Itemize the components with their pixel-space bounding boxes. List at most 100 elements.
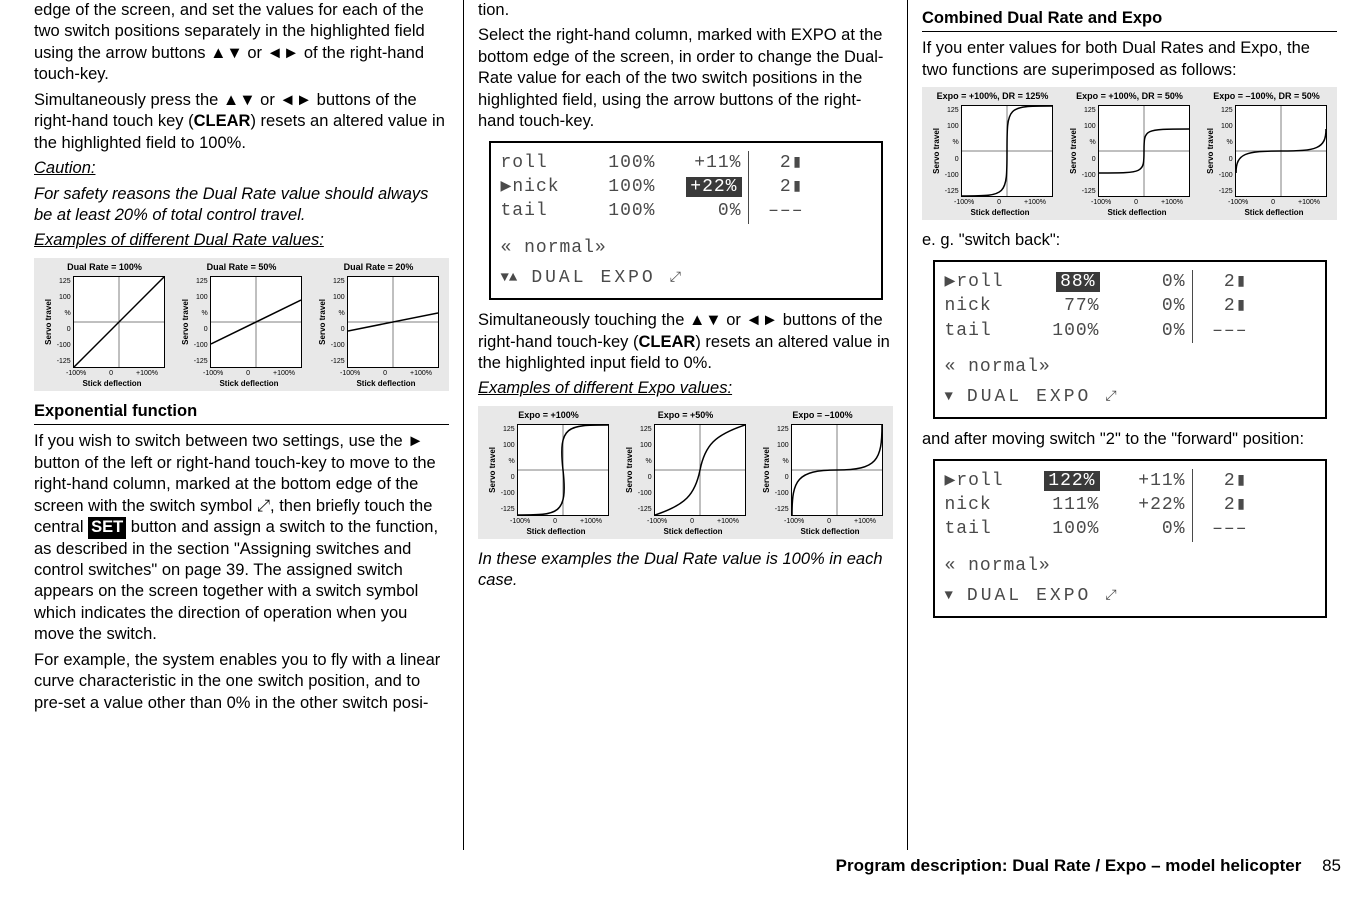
- lcd-value: 100%: [1020, 517, 1106, 541]
- x-axis-label: Stick deflection: [1061, 208, 1183, 218]
- lcd-expo: +22%: [1106, 493, 1193, 517]
- lcd-switch: –––: [1193, 517, 1248, 541]
- x-ticks: -100%0+100%: [754, 517, 876, 526]
- chart-title: Expo = +100%, DR = 125%: [924, 91, 1061, 103]
- lcd-row: nick77%0%2▮: [945, 294, 1315, 318]
- x-axis-label: Stick deflection: [617, 527, 739, 537]
- switch-icon: ⤢: [257, 497, 270, 515]
- expo-charts: Expo = +100%Servo travel125100%0-100-125…: [478, 406, 893, 539]
- x-axis-label: Stick deflection: [924, 208, 1046, 218]
- clear-label: CLEAR: [639, 333, 696, 351]
- lcd-footer: ▼DUALEXPO⤢: [945, 385, 1315, 409]
- y-ticks: 125100%0-100-125: [194, 277, 208, 367]
- lcd-row: nick111%+22%2▮: [945, 493, 1315, 517]
- eg-text: e. g. "switch back":: [922, 230, 1337, 251]
- lcd-row: tail100%0%–––: [501, 199, 871, 223]
- lcd-row: ▶nick100%+22%2▮: [501, 175, 871, 199]
- para: edge of the screen, and set the values f…: [34, 0, 449, 86]
- para: tion.: [478, 0, 893, 21]
- dual-label: DUAL: [967, 385, 1022, 409]
- y-ticks: 125100%0-100-125: [1219, 106, 1233, 196]
- chart-title: Expo = –100%: [754, 410, 891, 422]
- examples-heading: Examples of different Expo values:: [478, 378, 893, 399]
- chart-plot: [961, 105, 1053, 197]
- chart: Expo = +100%Servo travel125100%0-100-125…: [480, 410, 617, 537]
- y-axis-label: Servo travel: [932, 128, 942, 174]
- combined-heading: Combined Dual Rate and Expo: [922, 8, 1337, 32]
- switch-icon: ⤢: [1105, 388, 1116, 407]
- x-ticks: -100%0+100%: [617, 517, 739, 526]
- arrows-icon: ▼: [945, 587, 953, 606]
- lcd-name: ▶nick: [501, 175, 576, 199]
- y-axis-label: Servo travel: [625, 447, 635, 493]
- dual-rate-charts: Dual Rate = 100%Servo travel125100%0-100…: [34, 258, 449, 391]
- lcd-switch: –––: [1193, 319, 1248, 343]
- y-axis-label: Servo travel: [1069, 128, 1079, 174]
- x-ticks: -100%0+100%: [173, 369, 295, 378]
- y-ticks: 125100%0-100-125: [638, 425, 652, 515]
- chart-plot: [654, 424, 746, 516]
- x-axis-label: Stick deflection: [1198, 208, 1320, 218]
- switch-icon: ⤢: [1105, 587, 1116, 606]
- chart-plot: [1098, 105, 1190, 197]
- y-axis-label: Servo travel: [181, 299, 191, 345]
- chart-title: Dual Rate = 20%: [310, 262, 447, 274]
- arrows-icon: ▼: [945, 388, 953, 407]
- y-axis-label: Servo travel: [762, 447, 772, 493]
- x-axis-label: Stick deflection: [173, 379, 295, 389]
- lcd-screen: roll100%+11%2▮▶nick100%+22%2▮ tail100%0%…: [489, 141, 883, 300]
- examples-heading: Examples of different Dual Rate values:: [34, 230, 449, 251]
- y-ticks: 125100%0-100-125: [1082, 106, 1096, 196]
- lcd-name: nick: [945, 294, 1020, 318]
- x-axis-label: Stick deflection: [754, 527, 876, 537]
- lcd-expo: 0%: [1106, 270, 1193, 294]
- y-axis-label: Servo travel: [44, 299, 54, 345]
- lcd-value: 100%: [576, 151, 662, 175]
- page-number: 85: [1322, 856, 1341, 875]
- y-ticks: 125100%0-100-125: [331, 277, 345, 367]
- lcd-row: roll100%+11%2▮: [501, 151, 871, 175]
- y-axis-label: Servo travel: [1206, 128, 1216, 174]
- column-3: Combined Dual Rate and Expo If you enter…: [908, 0, 1351, 850]
- lcd-expo: 0%: [1106, 319, 1193, 343]
- x-ticks: -100%0+100%: [1061, 198, 1183, 207]
- lcd-value: 122%: [1020, 469, 1106, 493]
- chart-title: Expo = +100%, DR = 50%: [1061, 91, 1198, 103]
- para: For example, the system enables you to f…: [34, 650, 449, 714]
- chart: Dual Rate = 50%Servo travel125100%0-100-…: [173, 262, 310, 389]
- x-axis-label: Stick deflection: [36, 379, 158, 389]
- lcd-name: tail: [945, 517, 1020, 541]
- para: If you enter values for both Dual Rates …: [922, 38, 1337, 81]
- column-1: edge of the screen, and set the values f…: [20, 0, 464, 850]
- lcd-expo: 0%: [1106, 517, 1193, 541]
- caution-heading: Caution:: [34, 158, 449, 179]
- chart: Dual Rate = 100%Servo travel125100%0-100…: [36, 262, 173, 389]
- lcd-value: 77%: [1020, 294, 1106, 318]
- lcd-name: ▶roll: [945, 469, 1020, 493]
- y-ticks: 125100%0-100-125: [57, 277, 71, 367]
- para: If you wish to switch between two settin…: [34, 431, 449, 645]
- exponential-function-heading: Exponential function: [34, 401, 449, 425]
- lcd-name: roll: [501, 151, 576, 175]
- x-ticks: -100%0+100%: [36, 369, 158, 378]
- y-axis-label: Servo travel: [488, 447, 498, 493]
- after-text: and after moving switch "2" to the "forw…: [922, 429, 1337, 450]
- lcd-expo: 0%: [662, 199, 749, 223]
- lcd-footer: ▼DUALEXPO⤢: [945, 584, 1315, 608]
- lcd-expo: +11%: [662, 151, 749, 175]
- y-ticks: 125100%0-100-125: [775, 425, 789, 515]
- clear-label: CLEAR: [194, 112, 251, 130]
- lcd-switch: 2▮: [749, 175, 804, 199]
- x-axis-label: Stick deflection: [480, 527, 602, 537]
- lcd-phase: « normal»: [945, 554, 1315, 578]
- lcd-screen: ▶roll88%0%2▮ nick77%0%2▮ tail100%0%–––« …: [933, 260, 1327, 419]
- chart: Expo = –100%, DR = 50%Servo travel125100…: [1198, 91, 1335, 218]
- chart-plot: [517, 424, 609, 516]
- column-2: tion. Select the right-hand column, mark…: [464, 0, 908, 850]
- chart: Expo = +50%Servo travel125100%0-100-125-…: [617, 410, 754, 537]
- lcd-name: ▶roll: [945, 270, 1020, 294]
- chart: Expo = +100%, DR = 125%Servo travel12510…: [924, 91, 1061, 218]
- arrows-icon: ▼▲: [501, 269, 518, 288]
- dual-label: DUAL: [531, 266, 586, 290]
- lcd-switch: 2▮: [1193, 270, 1248, 294]
